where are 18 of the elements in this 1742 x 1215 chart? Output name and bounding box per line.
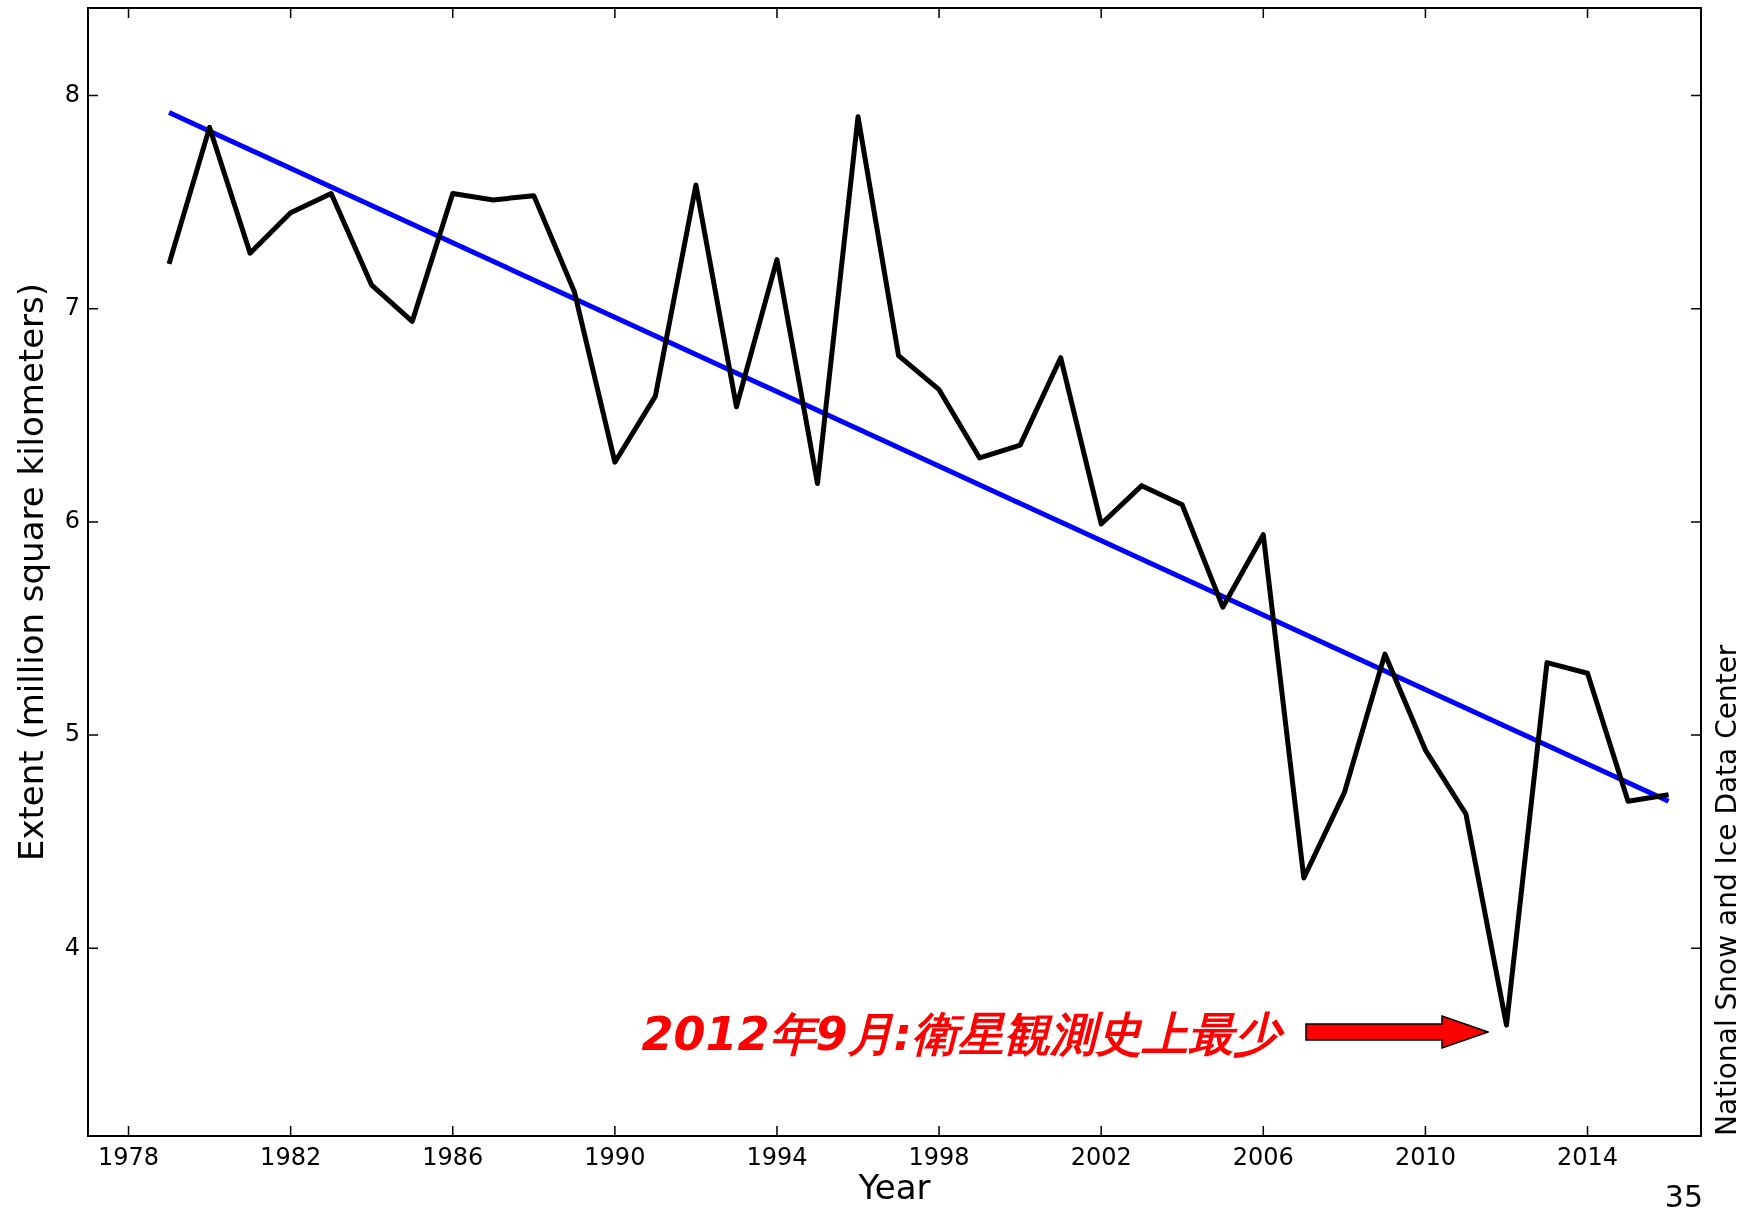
- x-tick-label: 1994: [746, 1142, 808, 1171]
- text: 35: [1664, 1178, 1703, 1214]
- annotation: 2012年9月:衛星観測史上最少: [641, 1006, 1285, 1061]
- x-tick-label: 2006: [1232, 1142, 1294, 1171]
- y-tick-label: 4: [64, 932, 80, 961]
- x-tick-label: 2002: [1070, 1142, 1132, 1171]
- x-tick-label: 1982: [260, 1142, 322, 1171]
- text: National Snow and Ice Data Center: [1710, 644, 1742, 1136]
- x-tick-label: 1978: [97, 1142, 160, 1171]
- x-tick-label: 2014: [1556, 1142, 1619, 1171]
- x-tick-label: 1986: [422, 1142, 484, 1171]
- x-tick-label: 2010: [1394, 1142, 1456, 1171]
- x-tick-label: 1990: [584, 1142, 646, 1171]
- y-tick-label: 5: [64, 719, 80, 748]
- y-tick-label: 8: [64, 79, 80, 108]
- y-tick-label: 6: [64, 506, 80, 535]
- y-tick-label: 7: [64, 292, 80, 321]
- y-axis-title: Extent (million square kilometers): [11, 282, 52, 862]
